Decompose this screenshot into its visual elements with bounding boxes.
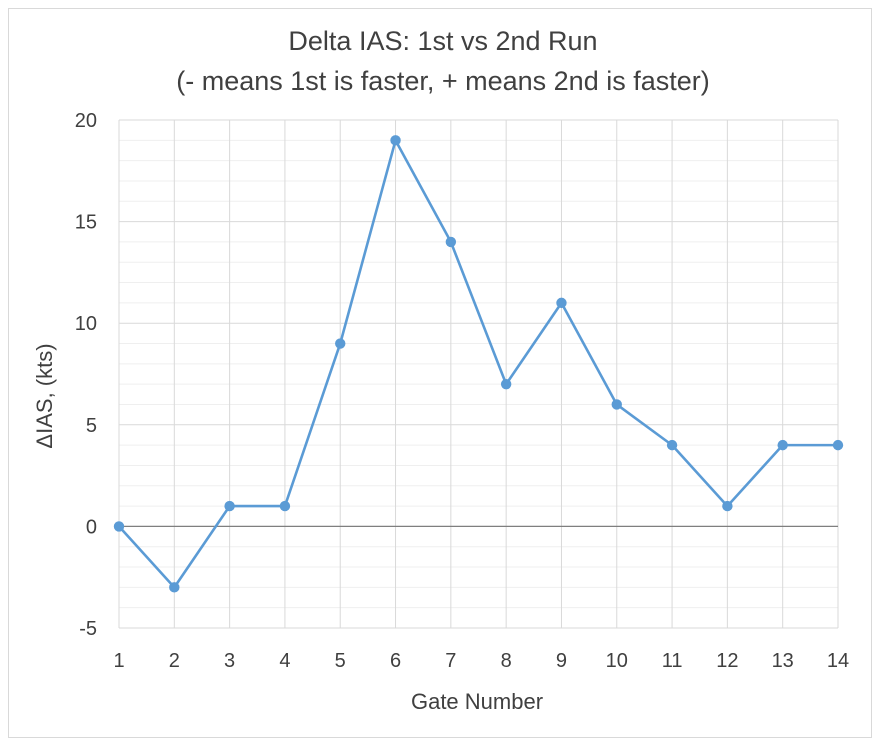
x-tick-label: 6 bbox=[390, 650, 401, 672]
data-point bbox=[777, 439, 788, 451]
data-point bbox=[722, 500, 733, 512]
x-tick-label: 2 bbox=[169, 650, 180, 672]
data-point bbox=[279, 500, 291, 512]
x-tick-label: 7 bbox=[445, 650, 456, 672]
data-point bbox=[390, 135, 401, 146]
x-tick-label: 4 bbox=[279, 650, 290, 672]
y-tick-label: 10 bbox=[75, 313, 97, 335]
x-tick-label: 11 bbox=[662, 650, 683, 672]
series-line bbox=[118, 139, 838, 589]
data-point bbox=[113, 521, 125, 532]
chart-frame bbox=[8, 8, 872, 738]
x-tick-label: 14 bbox=[827, 650, 849, 672]
x-tick-label: 5 bbox=[335, 650, 346, 672]
x-tick-label: 13 bbox=[772, 650, 794, 672]
y-tick-label: 20 bbox=[75, 110, 97, 132]
chart-subtitle: (- means 1st is faster, + means 2nd is f… bbox=[176, 66, 709, 96]
data-point bbox=[556, 297, 567, 309]
y-tick-label: 15 bbox=[75, 212, 97, 234]
grid-layer bbox=[118, 119, 839, 629]
data-point bbox=[445, 236, 457, 248]
x-tick-label: 12 bbox=[716, 650, 738, 672]
chart-title: Delta IAS: 1st vs 2nd Run bbox=[288, 26, 597, 56]
data-point bbox=[335, 338, 346, 349]
x-tick-label: 1 bbox=[113, 650, 124, 672]
x-axis-label: Gate Number bbox=[411, 689, 543, 714]
data-point bbox=[169, 582, 180, 593]
data-point bbox=[611, 399, 622, 410]
x-tick-label: 9 bbox=[556, 650, 567, 672]
x-tick-label: 8 bbox=[501, 650, 512, 672]
data-point bbox=[224, 500, 235, 512]
data-point bbox=[666, 439, 678, 451]
y-tick-label: -5 bbox=[79, 618, 97, 640]
data-point bbox=[832, 439, 844, 451]
points-layer bbox=[113, 135, 844, 593]
x-tick-label: 10 bbox=[606, 650, 628, 672]
y-tick-label: 5 bbox=[86, 415, 97, 437]
y-axis-label: ΔIAS, (kts) bbox=[32, 343, 57, 448]
data-point bbox=[500, 378, 512, 390]
y-tick-label: 0 bbox=[86, 516, 97, 538]
series-layer bbox=[118, 139, 838, 589]
x-tick-label: 3 bbox=[224, 650, 235, 672]
